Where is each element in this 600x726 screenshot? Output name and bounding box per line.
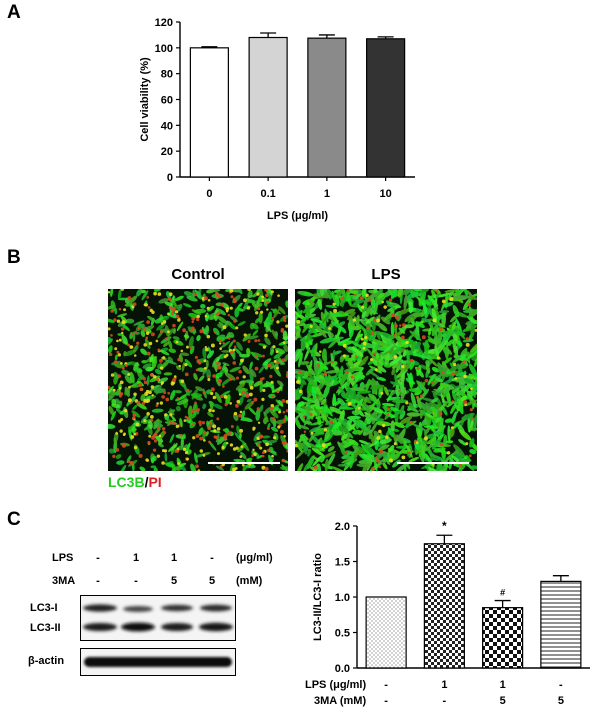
y-tick-label: 100 xyxy=(155,43,173,55)
3ma-row-label: 3MA xyxy=(52,575,76,587)
x-tick-label: 1 xyxy=(324,188,330,200)
significance-marker: * xyxy=(442,519,447,533)
condition-value: - xyxy=(384,695,388,707)
control-image-title: Control xyxy=(171,266,225,283)
lps-image-title: LPS xyxy=(371,266,401,283)
lps-row-label: LPS xyxy=(52,552,74,564)
panel-label-b: B xyxy=(7,247,21,268)
condition-value: 1 xyxy=(441,679,447,691)
beta-actin-blot xyxy=(80,648,236,676)
beta-actin-band-label: β-actin xyxy=(28,655,65,667)
stain-separator: / xyxy=(144,474,149,490)
condition-value: - xyxy=(559,679,563,691)
panel-label-a: A xyxy=(7,2,21,23)
bar xyxy=(482,607,524,669)
y-tick-label: 60 xyxy=(161,95,173,107)
stain-legend: LC3B/PI xyxy=(108,474,162,490)
3ma-value-4: 5 xyxy=(208,575,216,587)
significance-marker: # xyxy=(500,588,505,598)
y-axis-title: LC3-II/LC3-I ratio xyxy=(312,553,324,641)
3ma-value-3: 5 xyxy=(170,575,178,587)
x-axis-title: LPS (μg/ml) xyxy=(267,210,328,222)
condition-value: - xyxy=(384,679,388,691)
lc3-i-band-label: LC3-I xyxy=(30,602,58,614)
panel-label-c: C xyxy=(7,509,21,530)
bar xyxy=(365,596,407,669)
lps-unit: (μg/ml) xyxy=(236,552,273,564)
3ma-unit: (mM) xyxy=(236,575,263,587)
lc3-blot xyxy=(80,595,236,641)
y-tick-label: 0.5 xyxy=(335,628,350,640)
lps-value-2: 1 xyxy=(132,552,140,564)
y-tick-label: 1.0 xyxy=(335,592,350,604)
y-tick-label: 120 xyxy=(155,17,173,29)
lc3-ii-band-label: LC3-II xyxy=(30,622,61,634)
bar xyxy=(307,37,347,178)
bar xyxy=(540,580,582,669)
condition-value: 1 xyxy=(500,679,506,691)
condition-row-label: 3MA (mM) xyxy=(314,695,366,707)
bar xyxy=(248,36,288,178)
lps-value-1: - xyxy=(96,552,100,564)
y-tick-label: 2.0 xyxy=(335,521,350,533)
3ma-value-1: - xyxy=(96,575,100,587)
bar xyxy=(189,47,229,178)
condition-value: 5 xyxy=(558,695,564,707)
stain-lc3b-label: LC3B xyxy=(108,474,145,490)
lps-value-4: - xyxy=(210,552,214,564)
control-micrograph xyxy=(108,289,288,471)
y-tick-label: 1.5 xyxy=(335,557,350,569)
y-tick-label: 20 xyxy=(161,146,173,158)
3ma-value-2: - xyxy=(134,575,138,587)
bar xyxy=(366,38,406,178)
y-axis-title: Cell viability (%) xyxy=(139,57,151,142)
lc3-ratio-bar-chart: 0.0 0.5 1.0 1.5 2.0 * # LC3-II/LC3-I ratio LPS (… xyxy=(305,519,590,707)
y-tick-label: 40 xyxy=(161,120,173,132)
stain-pi-label: PI xyxy=(148,474,162,490)
condition-row-label: LPS (μg/ml) xyxy=(305,679,366,691)
lps-value-3: 1 xyxy=(170,552,178,564)
lps-micrograph xyxy=(295,289,477,471)
x-tick-label: 0 xyxy=(206,188,212,200)
viability-bar-chart: 0 20 40 60 80 100 120 0 0.1 1 10 LPS (μg/ml) Cell vi… xyxy=(139,17,415,222)
y-tick-label: 0 xyxy=(167,172,173,184)
y-tick-label: 80 xyxy=(161,69,173,81)
x-tick-label: 10 xyxy=(380,188,392,200)
y-tick-label: 0.0 xyxy=(335,663,350,675)
x-tick-label: 0.1 xyxy=(260,188,275,200)
condition-value: 5 xyxy=(500,695,506,707)
bar xyxy=(423,543,465,669)
condition-value: - xyxy=(443,695,447,707)
